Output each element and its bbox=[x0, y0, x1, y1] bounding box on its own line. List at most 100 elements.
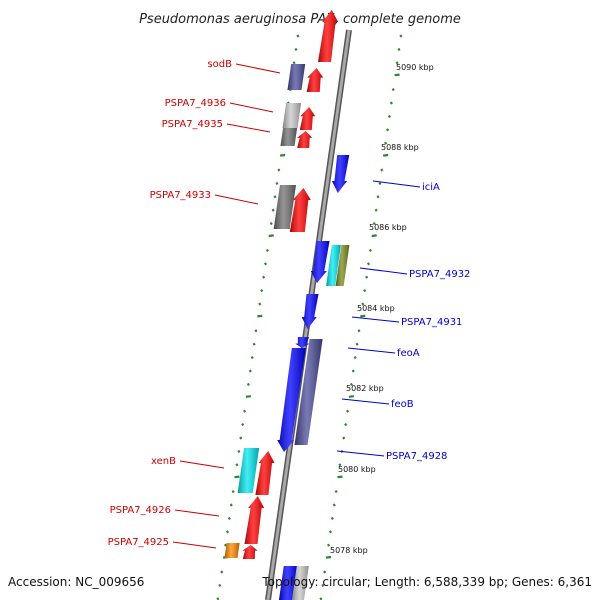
gene-block-shade-5 bbox=[299, 107, 316, 130]
gene-block-shade-2 bbox=[306, 68, 324, 92]
inner-ruler-tick bbox=[245, 395, 252, 398]
tick-label-5078: 5078 kbp bbox=[330, 546, 368, 555]
leader-line-PSPA7_4933 bbox=[214, 194, 259, 205]
gene-block-shade-18 bbox=[255, 451, 275, 495]
inner-ruler-tick bbox=[239, 436, 243, 440]
tick-label-5090: 5090 kbp bbox=[396, 63, 434, 72]
outer-ruler-tick bbox=[366, 262, 371, 266]
outer-ruler-tick bbox=[387, 114, 392, 118]
inner-ruler-tick bbox=[260, 289, 264, 293]
gene-block-shade-3 bbox=[282, 103, 302, 128]
inner-ruler-tick bbox=[292, 61, 296, 65]
gene-label-PSPA7_4933[interactable]: PSPA7_4933 bbox=[150, 190, 211, 201]
outer-ruler-tick bbox=[374, 208, 378, 212]
tick-label-5084: 5084 kbp bbox=[357, 304, 395, 313]
left-gene-labels: sodB PSPA7_4936 PSPA7_4935 PSPA7_4933 xe… bbox=[108, 59, 233, 548]
gene-block-shade-16 bbox=[294, 339, 323, 445]
inner-ruler-tick bbox=[246, 382, 250, 386]
outer-ruler-tick bbox=[357, 329, 361, 333]
gene-block-shade-14 bbox=[295, 337, 310, 348]
gene-block-shade-7 bbox=[273, 185, 296, 229]
outer-ruler-tick bbox=[380, 168, 384, 172]
leader-line-iciA bbox=[372, 180, 421, 188]
outer-ruler-tick bbox=[348, 395, 355, 398]
gene-block-shade-13 bbox=[301, 294, 319, 329]
right-gene-labels: iciA PSPA7_4932 PSPA7_4931 feoA feoB PSP… bbox=[386, 182, 470, 462]
outer-ruler-tick bbox=[372, 222, 376, 226]
outer-ruler-tick bbox=[378, 181, 382, 185]
inner-ruler-tick bbox=[265, 248, 269, 252]
gene-block-shade-8 bbox=[289, 188, 311, 232]
gene-label-feoB[interactable]: feoB bbox=[391, 399, 414, 410]
leader-line-PSPA7_4932 bbox=[359, 267, 408, 275]
outer-ruler-tick bbox=[383, 153, 389, 157]
gene-label-PSPA7_4925[interactable]: PSPA7_4925 bbox=[108, 537, 169, 548]
gene-block-shade-17 bbox=[237, 448, 260, 493]
inner-ruler-tick bbox=[280, 153, 286, 157]
leader-line-PSPA7_4936 bbox=[229, 102, 274, 113]
gene-label-PSPA7_4926[interactable]: PSPA7_4926 bbox=[110, 505, 171, 516]
inner-ruler-tick bbox=[220, 570, 224, 574]
gene-label-iciA[interactable]: iciA bbox=[422, 182, 440, 193]
outer-ruler-tick bbox=[355, 342, 359, 346]
outer-ruler-tick bbox=[349, 382, 353, 386]
gene-label-PSPA7_4935[interactable]: PSPA7_4935 bbox=[162, 119, 223, 130]
inner-ruler-tick bbox=[275, 181, 279, 185]
gene-block-shade-22 bbox=[279, 566, 298, 600]
outer-ruler-tick bbox=[361, 302, 365, 306]
outer-ruler-tick bbox=[332, 503, 336, 507]
leader-line-sodB bbox=[235, 63, 281, 74]
inner-ruler-tick bbox=[269, 222, 273, 226]
tick-label-5088: 5088 kbp bbox=[381, 143, 419, 152]
leader-line-PSPA7_4925 bbox=[172, 541, 217, 549]
outer-ruler-tick bbox=[371, 234, 377, 238]
gene-label-PSPA7_4928[interactable]: PSPA7_4928 bbox=[386, 451, 447, 462]
tick-label-5080: 5080 kbp bbox=[338, 465, 376, 474]
inner-ruler-tick bbox=[262, 275, 266, 279]
inner-ruler-tick bbox=[227, 516, 231, 520]
inner-ruler-tick bbox=[235, 463, 239, 467]
gene-block-shade-20 bbox=[224, 543, 240, 558]
inner-ruler-tick bbox=[243, 409, 247, 413]
gene-block-shade-12 bbox=[335, 245, 350, 286]
inner-ruler-tick bbox=[257, 314, 263, 318]
gene-leader-lines bbox=[172, 63, 421, 549]
outer-ruler-tick bbox=[391, 88, 395, 92]
outer-ruler-tick bbox=[394, 73, 400, 77]
outer-ruler-tick bbox=[353, 356, 357, 360]
gene-label-PSPA7_4936[interactable]: PSPA7_4936 bbox=[165, 98, 226, 109]
accession-text: Accession: NC_009656 bbox=[8, 575, 144, 589]
inner-ruler-tick bbox=[294, 47, 298, 51]
gene-block-shade-15 bbox=[277, 348, 306, 452]
inner-ruler-tick bbox=[216, 597, 220, 600]
gene-label-PSPA7_4932[interactable]: PSPA7_4932 bbox=[409, 269, 470, 280]
leader-line-feoB bbox=[341, 398, 390, 405]
inner-ruler-tick bbox=[268, 234, 274, 238]
outer-ruler-tick bbox=[337, 475, 343, 479]
gene-block-shade-19 bbox=[244, 496, 265, 544]
inner-ruler-tick bbox=[296, 34, 300, 38]
inner-ruler-tick bbox=[252, 342, 256, 346]
inner-ruler-tick bbox=[234, 475, 240, 479]
leader-line-PSPA7_4931 bbox=[351, 316, 400, 323]
inner-ruler-tick bbox=[277, 168, 281, 172]
gene-label-PSPA7_4931[interactable]: PSPA7_4931 bbox=[401, 317, 462, 328]
outer-ruler-tick bbox=[389, 101, 393, 105]
outer-ruler-tick bbox=[319, 597, 323, 600]
leader-line-PSPA7_4935 bbox=[226, 123, 271, 133]
gene-block-shade-4 bbox=[280, 128, 298, 146]
topology-text: Topology: circular; Length: 6,588,339 bp… bbox=[261, 575, 592, 589]
outer-ruler-tick bbox=[384, 141, 388, 145]
outer-ruler-tick bbox=[326, 543, 331, 547]
leader-line-PSPA7_4926 bbox=[174, 509, 220, 517]
outer-ruler-tick bbox=[395, 61, 399, 65]
inner-ruler-tick bbox=[218, 583, 222, 587]
inner-ruler-tick bbox=[273, 195, 277, 199]
outer-ruler-tick bbox=[376, 195, 380, 199]
gene-features bbox=[224, 10, 350, 600]
outer-ruler-tick bbox=[344, 423, 348, 427]
gene-label-xenB[interactable]: xenB bbox=[151, 456, 176, 467]
gene-label-feoA[interactable]: feoA bbox=[397, 348, 420, 359]
gene-label-sodB[interactable]: sodB bbox=[207, 59, 232, 70]
leader-line-feoA bbox=[347, 347, 396, 354]
